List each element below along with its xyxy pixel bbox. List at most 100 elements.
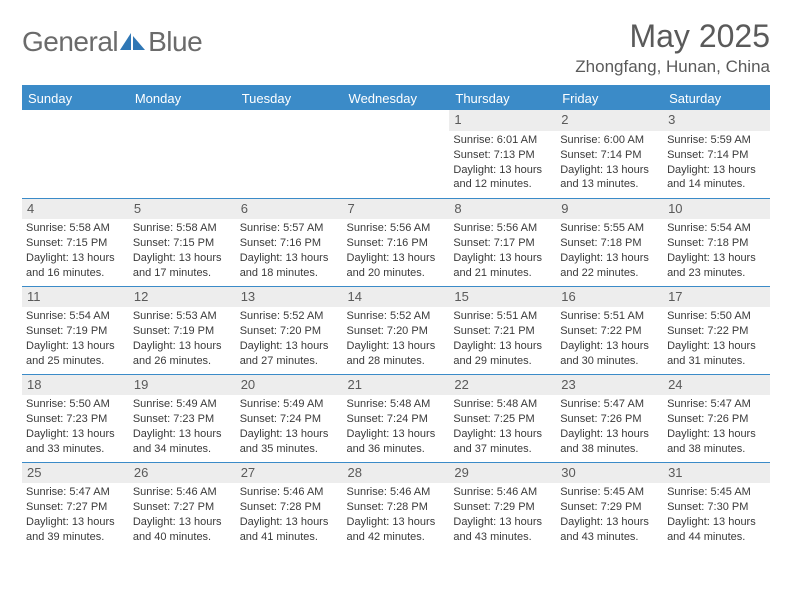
calendar-day: 16Sunrise: 5:51 AMSunset: 7:22 PMDayligh… xyxy=(556,286,663,374)
calendar-day: 5Sunrise: 5:58 AMSunset: 7:15 PMDaylight… xyxy=(129,198,236,286)
calendar-day xyxy=(236,110,343,198)
day-number: 28 xyxy=(343,463,450,484)
day-number: 23 xyxy=(556,375,663,396)
weekday-header: Saturday xyxy=(663,86,770,110)
day-number: 15 xyxy=(449,287,556,308)
calendar-day: 23Sunrise: 5:47 AMSunset: 7:26 PMDayligh… xyxy=(556,374,663,462)
day-details: Sunrise: 5:51 AMSunset: 7:21 PMDaylight:… xyxy=(449,307,556,370)
day-details: Sunrise: 5:48 AMSunset: 7:24 PMDaylight:… xyxy=(343,395,450,458)
day-details: Sunrise: 5:56 AMSunset: 7:16 PMDaylight:… xyxy=(343,219,450,282)
day-number: 9 xyxy=(556,199,663,220)
calendar-day: 24Sunrise: 5:47 AMSunset: 7:26 PMDayligh… xyxy=(663,374,770,462)
calendar-day: 8Sunrise: 5:56 AMSunset: 7:17 PMDaylight… xyxy=(449,198,556,286)
day-details: Sunrise: 5:48 AMSunset: 7:25 PMDaylight:… xyxy=(449,395,556,458)
day-number: 22 xyxy=(449,375,556,396)
calendar-day: 21Sunrise: 5:48 AMSunset: 7:24 PMDayligh… xyxy=(343,374,450,462)
weekday-header: Thursday xyxy=(449,86,556,110)
title-block: May 2025 Zhongfang, Hunan, China xyxy=(575,18,770,77)
day-details: Sunrise: 5:49 AMSunset: 7:24 PMDaylight:… xyxy=(236,395,343,458)
day-details: Sunrise: 5:52 AMSunset: 7:20 PMDaylight:… xyxy=(236,307,343,370)
day-details: Sunrise: 6:01 AMSunset: 7:13 PMDaylight:… xyxy=(449,131,556,194)
day-number: 26 xyxy=(129,463,236,484)
day-number: 29 xyxy=(449,463,556,484)
calendar-week: 25Sunrise: 5:47 AMSunset: 7:27 PMDayligh… xyxy=(22,462,770,550)
day-details: Sunrise: 5:50 AMSunset: 7:22 PMDaylight:… xyxy=(663,307,770,370)
day-number: 6 xyxy=(236,199,343,220)
day-details: Sunrise: 5:46 AMSunset: 7:27 PMDaylight:… xyxy=(129,483,236,546)
day-details: Sunrise: 5:58 AMSunset: 7:15 PMDaylight:… xyxy=(129,219,236,282)
calendar-day: 6Sunrise: 5:57 AMSunset: 7:16 PMDaylight… xyxy=(236,198,343,286)
calendar-day: 18Sunrise: 5:50 AMSunset: 7:23 PMDayligh… xyxy=(22,374,129,462)
calendar-day: 17Sunrise: 5:50 AMSunset: 7:22 PMDayligh… xyxy=(663,286,770,374)
day-number: 5 xyxy=(129,199,236,220)
calendar-day: 3Sunrise: 5:59 AMSunset: 7:14 PMDaylight… xyxy=(663,110,770,198)
day-details: Sunrise: 5:59 AMSunset: 7:14 PMDaylight:… xyxy=(663,131,770,194)
day-number: 4 xyxy=(22,199,129,220)
calendar-day: 4Sunrise: 5:58 AMSunset: 7:15 PMDaylight… xyxy=(22,198,129,286)
calendar-day: 20Sunrise: 5:49 AMSunset: 7:24 PMDayligh… xyxy=(236,374,343,462)
day-number: 3 xyxy=(663,110,770,131)
day-number: 20 xyxy=(236,375,343,396)
calendar-day: 27Sunrise: 5:46 AMSunset: 7:28 PMDayligh… xyxy=(236,462,343,550)
calendar-day xyxy=(343,110,450,198)
day-number: 17 xyxy=(663,287,770,308)
calendar-day: 26Sunrise: 5:46 AMSunset: 7:27 PMDayligh… xyxy=(129,462,236,550)
day-details: Sunrise: 5:45 AMSunset: 7:29 PMDaylight:… xyxy=(556,483,663,546)
day-details: Sunrise: 5:51 AMSunset: 7:22 PMDaylight:… xyxy=(556,307,663,370)
weekday-row: SundayMondayTuesdayWednesdayThursdayFrid… xyxy=(22,86,770,110)
weekday-header: Sunday xyxy=(22,86,129,110)
logo: General Blue xyxy=(22,26,202,58)
day-details: Sunrise: 5:45 AMSunset: 7:30 PMDaylight:… xyxy=(663,483,770,546)
day-number: 14 xyxy=(343,287,450,308)
day-details: Sunrise: 5:54 AMSunset: 7:19 PMDaylight:… xyxy=(22,307,129,370)
logo-text-blue: Blue xyxy=(148,26,202,58)
calendar-week: 4Sunrise: 5:58 AMSunset: 7:15 PMDaylight… xyxy=(22,198,770,286)
weekday-header: Friday xyxy=(556,86,663,110)
day-details: Sunrise: 5:46 AMSunset: 7:28 PMDaylight:… xyxy=(236,483,343,546)
day-details: Sunrise: 5:47 AMSunset: 7:26 PMDaylight:… xyxy=(556,395,663,458)
day-number: 21 xyxy=(343,375,450,396)
calendar-day: 29Sunrise: 5:46 AMSunset: 7:29 PMDayligh… xyxy=(449,462,556,550)
calendar-day xyxy=(129,110,236,198)
day-details: Sunrise: 5:52 AMSunset: 7:20 PMDaylight:… xyxy=(343,307,450,370)
day-details: Sunrise: 5:56 AMSunset: 7:17 PMDaylight:… xyxy=(449,219,556,282)
day-details: Sunrise: 5:50 AMSunset: 7:23 PMDaylight:… xyxy=(22,395,129,458)
calendar-day: 2Sunrise: 6:00 AMSunset: 7:14 PMDaylight… xyxy=(556,110,663,198)
calendar-day: 10Sunrise: 5:54 AMSunset: 7:18 PMDayligh… xyxy=(663,198,770,286)
calendar-day: 19Sunrise: 5:49 AMSunset: 7:23 PMDayligh… xyxy=(129,374,236,462)
day-number: 19 xyxy=(129,375,236,396)
day-number: 31 xyxy=(663,463,770,484)
day-number: 1 xyxy=(449,110,556,131)
day-details: Sunrise: 5:46 AMSunset: 7:28 PMDaylight:… xyxy=(343,483,450,546)
day-details: Sunrise: 5:57 AMSunset: 7:16 PMDaylight:… xyxy=(236,219,343,282)
day-number: 8 xyxy=(449,199,556,220)
day-details: Sunrise: 5:54 AMSunset: 7:18 PMDaylight:… xyxy=(663,219,770,282)
calendar-day: 22Sunrise: 5:48 AMSunset: 7:25 PMDayligh… xyxy=(449,374,556,462)
day-number: 18 xyxy=(22,375,129,396)
calendar-day: 7Sunrise: 5:56 AMSunset: 7:16 PMDaylight… xyxy=(343,198,450,286)
day-number: 11 xyxy=(22,287,129,308)
calendar-day: 11Sunrise: 5:54 AMSunset: 7:19 PMDayligh… xyxy=(22,286,129,374)
day-details: Sunrise: 5:46 AMSunset: 7:29 PMDaylight:… xyxy=(449,483,556,546)
day-details: Sunrise: 5:49 AMSunset: 7:23 PMDaylight:… xyxy=(129,395,236,458)
day-number: 13 xyxy=(236,287,343,308)
weekday-header: Wednesday xyxy=(343,86,450,110)
day-number: 24 xyxy=(663,375,770,396)
sail-icon xyxy=(120,33,146,51)
day-number: 2 xyxy=(556,110,663,131)
day-details: Sunrise: 5:53 AMSunset: 7:19 PMDaylight:… xyxy=(129,307,236,370)
header: General Blue May 2025 Zhongfang, Hunan, … xyxy=(22,18,770,77)
calendar-week: 18Sunrise: 5:50 AMSunset: 7:23 PMDayligh… xyxy=(22,374,770,462)
weekday-header: Tuesday xyxy=(236,86,343,110)
calendar-day: 14Sunrise: 5:52 AMSunset: 7:20 PMDayligh… xyxy=(343,286,450,374)
calendar-day: 25Sunrise: 5:47 AMSunset: 7:27 PMDayligh… xyxy=(22,462,129,550)
day-number: 27 xyxy=(236,463,343,484)
location: Zhongfang, Hunan, China xyxy=(575,57,770,77)
calendar-table: SundayMondayTuesdayWednesdayThursdayFrid… xyxy=(22,85,770,550)
logo-text-general: General xyxy=(22,26,118,58)
weekday-header: Monday xyxy=(129,86,236,110)
calendar-day: 30Sunrise: 5:45 AMSunset: 7:29 PMDayligh… xyxy=(556,462,663,550)
calendar-day: 1Sunrise: 6:01 AMSunset: 7:13 PMDaylight… xyxy=(449,110,556,198)
day-number: 10 xyxy=(663,199,770,220)
day-details: Sunrise: 5:58 AMSunset: 7:15 PMDaylight:… xyxy=(22,219,129,282)
